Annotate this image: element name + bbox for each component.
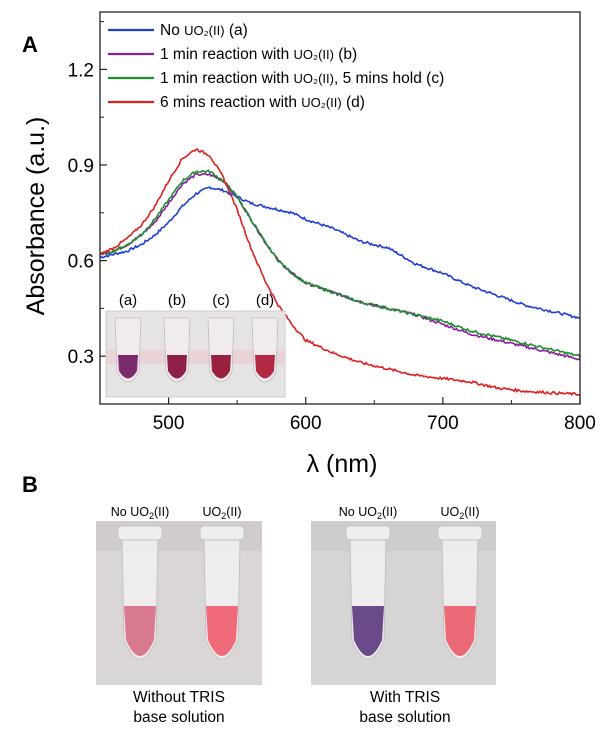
caption-with-tris-line2: base solution	[359, 709, 450, 726]
legend-entry: No UO₂(II) (a)	[160, 22, 248, 39]
y-tick-label: 0.9	[68, 156, 94, 177]
inset-vial-liquid	[255, 355, 275, 379]
x-axis-title: λ (nm)	[307, 450, 378, 478]
series-line	[99, 148, 581, 397]
vial-liquid	[352, 606, 384, 656]
vial-cap	[437, 525, 483, 541]
photo-with-tris-labels: No UO2(II) UO2(II)	[339, 505, 480, 521]
x-tick-label: 600	[290, 413, 322, 434]
panel-b-label: B	[22, 472, 38, 497]
photo-with-tris-vials	[345, 525, 483, 660]
legend-entry: 1 min reaction with UO₂(II) (b)	[160, 46, 357, 63]
inset-vial-liquid	[118, 355, 138, 379]
vial-label: No UO2(II)	[339, 505, 398, 521]
photo-without-tris-vials	[117, 525, 245, 660]
vial-label: No UO2(II)	[111, 505, 170, 521]
y-axis-ticks: 0.3 0.6 0.9 1.2	[68, 21, 107, 368]
x-tick-label: 700	[427, 413, 459, 434]
x-tick-label: 800	[564, 413, 596, 434]
vial-cap	[345, 525, 391, 541]
vial-liquid	[206, 606, 238, 656]
y-axis-title: Absorbance (a.u.)	[22, 117, 50, 316]
vial-liquid	[124, 606, 156, 656]
legend-entry: 1 min reaction with UO₂(II), 5 mins hold…	[160, 70, 444, 87]
y-tick-label: 0.3	[68, 347, 94, 368]
vial-label: UO2(II)	[440, 505, 479, 521]
caption-with-tris-line1: With TRIS	[370, 689, 440, 706]
inset-vials	[114, 317, 279, 383]
inset-vial-label: (d)	[256, 292, 274, 309]
vial-cap	[199, 525, 245, 541]
inset-labels: (a) (b) (c) (d)	[119, 292, 274, 309]
series-line	[99, 186, 581, 320]
y-tick-label: 1.2	[68, 60, 94, 81]
y-tick-label: 0.6	[68, 252, 94, 273]
inset-vial-label: (b)	[168, 292, 186, 309]
series-line	[99, 169, 581, 358]
vial-liquid	[444, 606, 476, 656]
x-tick-label: 500	[153, 413, 185, 434]
photo-without-tris-labels: No UO2(II) UO2(II)	[111, 505, 242, 521]
x-axis-ticks: 500 600 700 800	[99, 397, 596, 434]
series-lines	[99, 148, 581, 397]
legend: No UO₂(II) (a) 1 min reaction with UO₂(II…	[108, 22, 444, 111]
vial-label: UO2(II)	[202, 505, 241, 521]
inset-photo: (a) (b) (c) (d)	[105, 292, 286, 398]
legend-entry: 6 mins reaction with UO₂(II) (d)	[160, 94, 365, 111]
photo-without-tris: No UO2(II) UO2(II) Without TRIS base solu…	[96, 505, 262, 726]
inset-vial-liquid	[211, 355, 231, 379]
photo-with-tris: No UO2(II) UO2(II) With TRIS base solutio…	[311, 505, 496, 726]
vial-cap	[117, 525, 163, 541]
caption-without-tris-line1: Without TRIS	[133, 689, 225, 706]
inset-vial-liquid	[167, 355, 187, 379]
inset-vial-label: (c)	[212, 292, 230, 309]
caption-without-tris-line2: base solution	[133, 709, 224, 726]
plot-frame	[99, 11, 581, 405]
inset-vial-label: (a)	[119, 292, 137, 309]
inset-photo-band	[106, 350, 285, 364]
panel-a-label: A	[22, 32, 38, 57]
